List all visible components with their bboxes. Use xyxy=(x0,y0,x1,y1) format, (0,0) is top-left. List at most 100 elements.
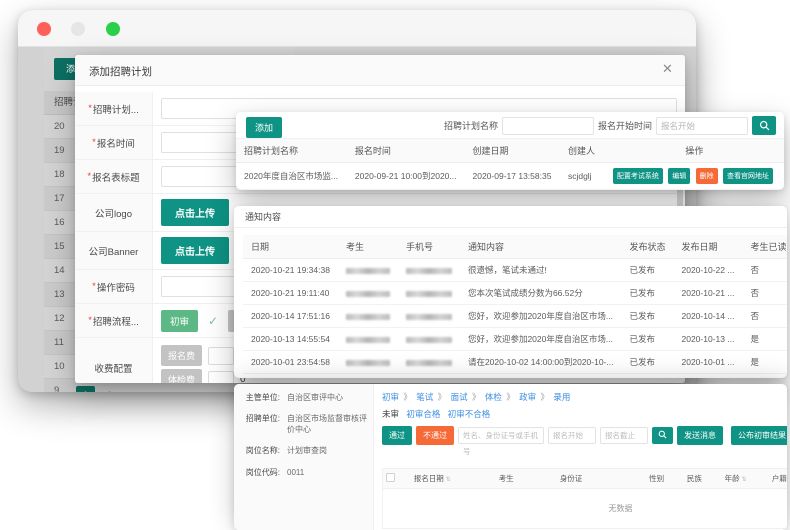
table-row[interactable]: 2020-10-01 23:54:58 请在2020-10-02 14:00:0… xyxy=(243,350,787,374)
signup-end-date-input[interactable]: 报名截止 xyxy=(600,427,648,444)
plan-add-button[interactable]: 添加 xyxy=(246,117,283,138)
fee-checkbox-medical[interactable] xyxy=(208,370,235,383)
close-icon[interactable]: ✕ xyxy=(662,61,673,76)
pagination-page-2[interactable]: 2 xyxy=(100,386,119,393)
send-message-button[interactable]: 发送消息 xyxy=(677,426,723,445)
col-publish-date: 发布日期 xyxy=(673,235,743,259)
cell-phone xyxy=(397,327,460,351)
cell-candidate xyxy=(337,350,398,374)
configure-exam-system-button[interactable]: 配置考试系统 xyxy=(612,168,663,184)
redacted-candidate xyxy=(345,267,390,274)
select-all-checkbox[interactable] xyxy=(386,473,395,482)
cell-status: 已发布 xyxy=(621,373,674,378)
candidate-review-panel: 主管单位: 自治区审评中心 招聘单位: 自治区市场监督审核评价中心 岗位名称: … xyxy=(234,384,787,530)
cell-read: 否 xyxy=(742,304,787,328)
field-label: * 报名表标题 xyxy=(75,160,153,193)
empty-row: 无数据 xyxy=(383,489,788,529)
close-window-dot[interactable] xyxy=(37,22,51,36)
maximize-window-dot[interactable] xyxy=(106,22,120,36)
fee-tag-medical: 体检费 xyxy=(161,369,203,383)
tab-interview[interactable]: 面试 xyxy=(450,392,468,402)
cell-creator: scjdglj xyxy=(559,162,605,190)
sort-icon[interactable]: ⇅ xyxy=(741,477,747,483)
tab-political-review[interactable]: 政审 xyxy=(519,392,537,402)
upload-logo-button[interactable]: 点击上传 xyxy=(161,199,229,226)
publish-review-result-button[interactable]: 公布初审结果 xyxy=(731,426,787,445)
table-row[interactable]: 2020-10-21 19:11:40 您本次笔试成绩分数为66.52分 已发布… xyxy=(243,281,787,305)
subtab-failed[interactable]: 初审不合格 xyxy=(447,409,491,419)
upload-banner-button[interactable]: 点击上传 xyxy=(161,237,229,264)
cell-read: 否 xyxy=(742,281,787,305)
cell-phone xyxy=(397,281,460,305)
info-row-position-name: 岗位名称: 计划审查岗 xyxy=(240,446,367,456)
subtab-unreviewed[interactable]: 未审 xyxy=(382,409,400,419)
view-site-url-button[interactable]: 查看官网地址 xyxy=(723,168,773,184)
step-separator: 》 xyxy=(540,392,550,402)
pagination-prev-icon[interactable]: ‹ xyxy=(52,386,71,393)
col-actions: 操作 xyxy=(604,139,784,163)
col-read: 考生已读 xyxy=(742,235,787,259)
col-create-date: 创建日期 xyxy=(464,139,560,163)
col-status: 发布状态 xyxy=(621,235,674,259)
dialog-title: 添加招聘计划 xyxy=(89,66,152,78)
cell-content: 请在2020-10-02 14:00:00到2020-10-... xyxy=(459,350,622,374)
tab-hired[interactable]: 录用 xyxy=(553,392,571,402)
fee-value-medical[interactable]: 0 xyxy=(240,374,246,383)
sort-icon[interactable]: ⇅ xyxy=(445,477,451,483)
required-mark: * xyxy=(88,315,92,326)
plan-table: 招聘计划名称 报名时间 创建日期 创建人 操作 2020年度自治区市场监... … xyxy=(236,139,784,190)
fail-button[interactable]: 不通过 xyxy=(416,426,454,445)
table-row[interactable]: 2020-10-13 14:55:54 您好，欢迎参加2020年度自治区市场..… xyxy=(243,327,787,351)
keyword-search-input[interactable]: 姓名、身份证号或手机号 xyxy=(458,427,544,456)
field-label-text: 公司Banner xyxy=(88,246,139,258)
table-row[interactable]: 2020-10-01 01:35:03 恭喜您，初审通过! 请等待进一步通知 已… xyxy=(243,373,787,378)
cell-publish-date: 2020-10-22 ... xyxy=(673,258,743,282)
redacted-candidate xyxy=(345,336,390,343)
minimize-window-dot[interactable] xyxy=(71,22,85,36)
table-row[interactable]: 2020-10-21 19:34:38 很遗憾，笔试未通过! 已发布 2020-… xyxy=(243,258,787,282)
table-row[interactable]: 2020-10-14 17:51:16 您好，欢迎参加2020年度自治区市场..… xyxy=(243,304,787,328)
notification-panel-title: 通知内容 xyxy=(234,206,787,228)
cell-date: 2020-10-21 19:34:38 xyxy=(243,258,338,282)
cell-phone xyxy=(397,304,460,328)
signup-start-date-input[interactable]: 报名开始 xyxy=(548,427,596,444)
notification-table: 日期 考生 手机号 通知内容 发布状态 发布日期 考生已读 操作 2020-10… xyxy=(243,235,787,378)
fee-checkbox-signup[interactable] xyxy=(208,346,235,365)
required-mark: * xyxy=(92,137,96,148)
search-icon[interactable] xyxy=(652,427,673,444)
field-label: 公司logo xyxy=(75,194,153,231)
col-label: 年龄 xyxy=(724,474,740,483)
cell-content: 恭喜您，初审通过! 请等待进一步通知 xyxy=(459,373,622,378)
cell-date: 2020-10-01 01:35:03 xyxy=(243,373,338,378)
window-titlebar xyxy=(18,10,696,47)
signup-start-search-input[interactable]: 报名开始 xyxy=(656,116,748,135)
table-row[interactable]: 2020年度自治区市场监... 2020-09-21 10:00到2020...… xyxy=(236,162,784,190)
info-value: 自治区审评中心 xyxy=(287,393,343,402)
col-signup-time: 报名时间 xyxy=(346,139,465,163)
col-plan-name: 招聘计划名称 xyxy=(236,139,347,163)
redacted-phone xyxy=(405,336,452,343)
cell-phone xyxy=(397,373,460,378)
tab-physical-exam[interactable]: 体检 xyxy=(484,392,502,402)
redacted-phone xyxy=(405,313,452,320)
cell-publish-date: 2020-10-01 ... xyxy=(673,373,743,378)
plan-table-head: 招聘计划名称 报名时间 创建日期 创建人 操作 xyxy=(236,139,784,163)
field-label-text: 招聘计划... xyxy=(92,104,139,116)
flow-step-chip-1[interactable]: 初审 xyxy=(161,309,199,332)
edit-button[interactable]: 编辑 xyxy=(668,168,691,184)
delete-button[interactable]: 删除 xyxy=(695,168,718,184)
info-key: 岗位代码: xyxy=(245,467,280,477)
redacted-phone xyxy=(405,359,452,366)
col-id-card: 身份证 xyxy=(556,468,647,489)
tab-preliminary-review[interactable]: 初审 xyxy=(382,392,400,402)
subtab-passed[interactable]: 初审合格 xyxy=(406,409,441,419)
candidate-table-head: 报名日期⇅ 考生 身份证 性别 民族 年龄⇅ 户籍 学历 毕 xyxy=(382,468,787,489)
pass-button[interactable]: 通过 xyxy=(382,426,412,445)
cell-date: 2020-10-14 17:51:16 xyxy=(243,304,338,328)
tab-written-exam[interactable]: 笔试 xyxy=(416,392,434,402)
col-ethnicity: 民族 xyxy=(683,468,722,489)
pagination-page-1[interactable]: 1 xyxy=(76,385,95,392)
plan-name-search-input[interactable] xyxy=(501,116,594,135)
empty-state-text: 无数据 xyxy=(608,504,633,513)
search-icon[interactable] xyxy=(752,116,776,135)
